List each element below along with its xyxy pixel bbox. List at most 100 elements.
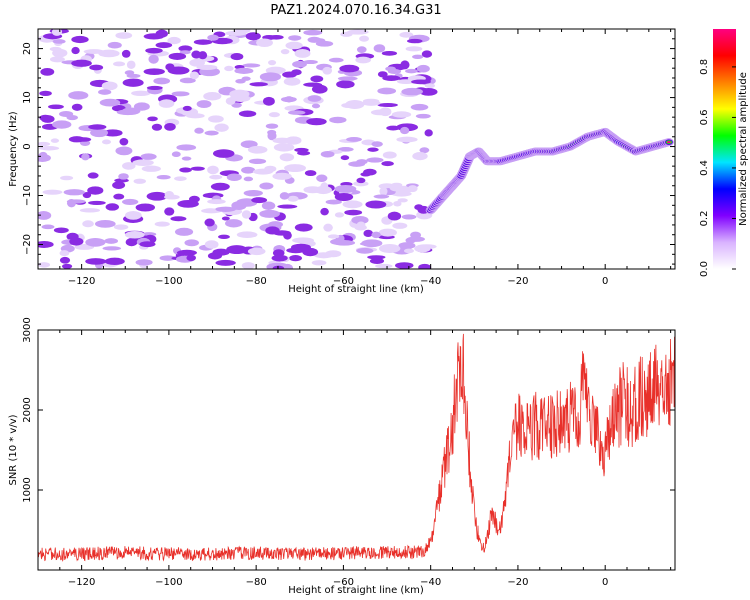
heatmap-noise-blob (410, 103, 429, 111)
heatmap-noise-blob (377, 87, 397, 95)
heatmap-noise-blob (124, 230, 145, 239)
heatmap-noise-blob (371, 141, 383, 147)
heatmap-noise-blob (118, 173, 129, 180)
heatmap-noise-blob (294, 49, 311, 58)
heatmap-noise-blob (207, 199, 226, 205)
heatmap-noise-blob (69, 237, 84, 246)
heatmap-noise-blob (153, 77, 171, 85)
heatmap-noise-blob (247, 247, 266, 256)
heatmap-noise-blob (121, 49, 131, 58)
heatmap-noise-blob (280, 49, 290, 55)
heatmap-noise-blob (196, 100, 212, 108)
heatmap-noise-blob (168, 52, 187, 60)
heatmap-noise-blob (221, 216, 230, 221)
heatmap-noise-blob (372, 256, 383, 262)
heatmap-noise-blob (71, 59, 92, 67)
heatmap-noise-blob (303, 29, 323, 36)
snr-x-axis: −120 −100 −80 −60 −40 −20 0 (37, 330, 672, 588)
heatmap-noise-blob (414, 244, 431, 253)
heatmap-noise-blob (71, 35, 89, 44)
heatmap-noise-blob (400, 60, 410, 70)
heatmap-noise-blob (50, 138, 60, 143)
heatmap-noise-blob (405, 237, 416, 244)
heatmap-noise-blob (393, 200, 402, 207)
heatmap-noise-blob (323, 223, 333, 232)
heatmap-noise-blob (297, 150, 311, 156)
heatmap-noise-blob (412, 54, 424, 60)
heatmap-noise-blob (356, 46, 367, 54)
heatmap-noise-blob (154, 221, 170, 227)
x-tick-label: −60 (333, 577, 354, 588)
heatmap-noise-blob (310, 75, 324, 83)
heatmap-noise-blob (99, 98, 121, 107)
heatmap-noise-blob (283, 77, 301, 86)
heatmap-noise-blob (381, 161, 394, 167)
heatmap-noise-blob (87, 186, 104, 195)
heatmap-noise-blob (334, 212, 345, 218)
y-tick-label: 0 (22, 143, 33, 149)
heatmap-noise-blob (230, 53, 244, 61)
heatmap-noise-blob (381, 50, 398, 56)
heatmap-noise-blob (363, 229, 373, 238)
heatmap-noise-blob (116, 109, 139, 116)
heatmap-noise-blob (344, 209, 363, 216)
heatmap-noise-blob (59, 250, 70, 257)
heatmap-noise-blob (320, 182, 329, 191)
heatmap-noise-blob (151, 123, 163, 131)
heatmap-noise-blob (210, 182, 230, 191)
heatmap-noise-blob (146, 191, 168, 201)
heatmap-noise-blob (325, 199, 342, 205)
heatmap-noise-blob (71, 103, 83, 111)
x-tick-label: 0 (602, 577, 608, 588)
heatmap-noise-blob (262, 96, 275, 106)
heatmap-noise-blob (102, 246, 122, 251)
heatmap-noise-blob (207, 165, 219, 175)
heatmap-noise-blob (377, 102, 398, 108)
heatmap-noise-blob (418, 263, 432, 269)
heatmap-noise-blob (396, 136, 418, 143)
heatmap-noise-blob (353, 181, 369, 187)
heatmap-noise-blob (401, 214, 417, 220)
heatmap-noise-blob (265, 80, 278, 85)
heatmap-noise-blob (179, 50, 191, 55)
heatmap-noise-blob (98, 89, 112, 95)
heatmap-noise-blob (341, 102, 356, 108)
heatmap-noise-blob (424, 83, 436, 89)
heatmap-noise-blob (135, 203, 156, 212)
heatmap-noise-blob (107, 41, 122, 49)
heatmap-noise-blob (212, 248, 230, 256)
heatmap-noise-blob (133, 102, 150, 111)
heatmap-noise-blob (306, 117, 327, 126)
heatmap-noise-blob (392, 222, 408, 229)
heatmap-noise-blob (311, 84, 328, 94)
colorbar-tick-label: 0.2 (699, 211, 710, 227)
heatmap-noise-blob (251, 197, 268, 204)
heatmap-noise-blob (347, 29, 369, 35)
heatmap-noise-blob (39, 90, 52, 97)
heatmap-noise-blob (279, 153, 295, 162)
heatmap-noise-blob (224, 65, 234, 72)
heatmap-noise-blob (365, 200, 387, 209)
heatmap-noise-blob (237, 199, 250, 204)
heatmap-noise-blob (243, 176, 254, 182)
colorbar-tick-label: 0.6 (699, 109, 710, 125)
heatmap-noise-blob (240, 140, 258, 149)
heatmap-noise-blob (208, 115, 224, 123)
heatmap-noise-blob (330, 238, 347, 245)
heatmap-noise-blob (38, 211, 52, 220)
heatmap-noise-blob (403, 248, 414, 254)
heatmap-noise-blob (105, 203, 120, 211)
heatmap-noise-blob (234, 67, 254, 74)
heatmap-noise-blob (285, 136, 302, 145)
heatmap-noise-blob (164, 123, 176, 131)
heatmap-noise-blob (247, 145, 268, 154)
heatmap-noise-blob (147, 116, 158, 122)
heatmap-noise-blob (38, 141, 51, 147)
heatmap-noise-blob (290, 243, 311, 251)
heatmap-noise-blob (249, 82, 268, 87)
heatmap-noise-blob (113, 61, 126, 67)
heatmap-noise-blob (229, 89, 250, 99)
heatmap-noise-blob (176, 249, 197, 256)
heatmap-noise-blob (155, 42, 173, 49)
heatmap-noise-blob (245, 32, 261, 41)
